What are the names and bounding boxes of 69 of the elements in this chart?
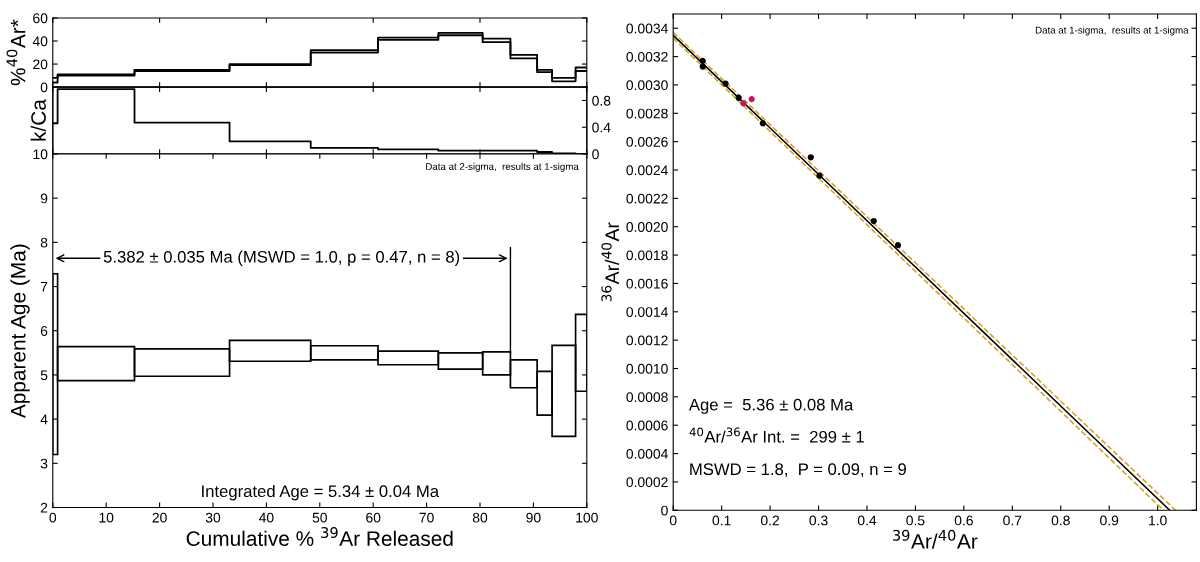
y-tick-label: 8 bbox=[40, 237, 48, 248]
y-tick-label: 0.0026 bbox=[626, 136, 668, 147]
x-axis-title: $^{39}$Ar/$^{40}$Ar bbox=[892, 529, 978, 549]
y-tick-label: 0.0014 bbox=[626, 307, 668, 317]
y-tick-label: 0 bbox=[661, 505, 668, 516]
y-tick-label: 0.0022 bbox=[626, 193, 668, 204]
x-tick-label: 0.1 bbox=[712, 515, 731, 526]
y-axis-title: $^{36}$Ar/$^{40}$Ar bbox=[601, 222, 620, 302]
annotation: Data at 1-sigma, results at 1-sigma bbox=[1035, 26, 1189, 36]
y-tick-label: 0.0010 bbox=[626, 363, 668, 374]
y-tick-label: 60 bbox=[33, 13, 48, 24]
x-tick-label: 80 bbox=[472, 512, 488, 523]
x-tick-label: 90 bbox=[526, 512, 541, 523]
y-tick-label: 0.0012 bbox=[626, 335, 668, 346]
y-tick-label: 0.0006 bbox=[626, 420, 668, 431]
y-axis-title: %$^{40}$Ar* bbox=[6, 19, 26, 86]
y2-tick-label: 0.4 bbox=[592, 122, 611, 133]
x-tick-label: 0 bbox=[49, 512, 57, 523]
y-tick-label: 2 bbox=[40, 502, 48, 513]
x-tick-label: 1.0 bbox=[1149, 515, 1167, 526]
x-tick-label: 0.7 bbox=[1003, 515, 1022, 526]
annotation: Integrated Age = 5.34 ± 0.04 Ma bbox=[202, 484, 440, 501]
y-tick-label: 0.0018 bbox=[626, 250, 668, 261]
annotation: MSWD = 1.8, P = 0.09, n = 9 bbox=[690, 463, 906, 478]
x-tick-label: 0.9 bbox=[1100, 515, 1119, 526]
y-tick-label: 4 bbox=[40, 414, 48, 425]
y-tick-label: 0.0020 bbox=[626, 222, 668, 232]
y2-tick-label: 0.8 bbox=[592, 95, 611, 106]
y-tick-label: 0.0004 bbox=[626, 448, 668, 459]
annotation: 5.382 ± 0.035 Ma (MSWD = 1.0, p = 0.47, n = 8) bbox=[103, 250, 460, 267]
x-tick-label: 60 bbox=[366, 512, 381, 523]
annotation: Age = 5.36 ± 0.08 Ma bbox=[688, 398, 854, 414]
y-tick-label: 0.0002 bbox=[626, 477, 668, 488]
y-tick-label: 0.0024 bbox=[626, 165, 668, 176]
x-tick-label: 0.8 bbox=[1051, 515, 1070, 526]
y-tick-label: 0.0016 bbox=[626, 278, 668, 289]
y-tick-label: 0.0008 bbox=[626, 392, 668, 403]
y-tick-label: 10 bbox=[33, 149, 48, 160]
x-tick-label: 70 bbox=[419, 512, 434, 523]
x-axis-title: Cumulative % $^{39}$Ar Released bbox=[186, 526, 453, 546]
x-tick-label: 20 bbox=[152, 512, 167, 523]
y-tick-label: 9 bbox=[40, 193, 48, 204]
annotation: $^{40}$Ar/$^{36}$Ar Int. = 299 ± 1 bbox=[689, 427, 864, 443]
y-tick-label: 0.0028 bbox=[626, 108, 668, 119]
x-tick-label: 0 bbox=[669, 515, 677, 526]
y-tick-label: 20 bbox=[33, 59, 48, 70]
x-tick-label: 0.4 bbox=[857, 515, 877, 526]
x-tick-label: 0.6 bbox=[954, 515, 973, 526]
y2-tick-label: 0 bbox=[592, 149, 599, 160]
x-tick-label: 0.2 bbox=[760, 515, 780, 526]
x-tick-label: 100 bbox=[576, 512, 598, 523]
x-tick-label: 10 bbox=[99, 512, 114, 523]
x-tick-label: 0.5 bbox=[906, 515, 925, 526]
x-tick-label: 0.3 bbox=[809, 515, 828, 526]
y-tick-label: 0.0034 bbox=[626, 23, 668, 34]
annotation: Data at 2-sigma, results at 1-sigma bbox=[426, 162, 579, 172]
y-tick-label: 0.0030 bbox=[626, 80, 668, 91]
y-axis-title: Apparent Age (Ma) bbox=[10, 244, 30, 419]
x-tick-label: 30 bbox=[205, 512, 221, 523]
y-tick-label: 3 bbox=[40, 458, 48, 469]
y-axis-title: k/Ca bbox=[30, 99, 46, 141]
y-tick-label: 6 bbox=[40, 326, 48, 336]
y-tick-label: 0.0032 bbox=[626, 51, 668, 62]
x-tick-label: 50 bbox=[312, 512, 327, 523]
y-tick-label: 5 bbox=[40, 370, 48, 381]
x-tick-label: 40 bbox=[259, 512, 274, 523]
y-tick-label: 0 bbox=[40, 82, 48, 93]
y-tick-label: 7 bbox=[40, 282, 48, 292]
y-tick-label: 40 bbox=[32, 36, 48, 47]
